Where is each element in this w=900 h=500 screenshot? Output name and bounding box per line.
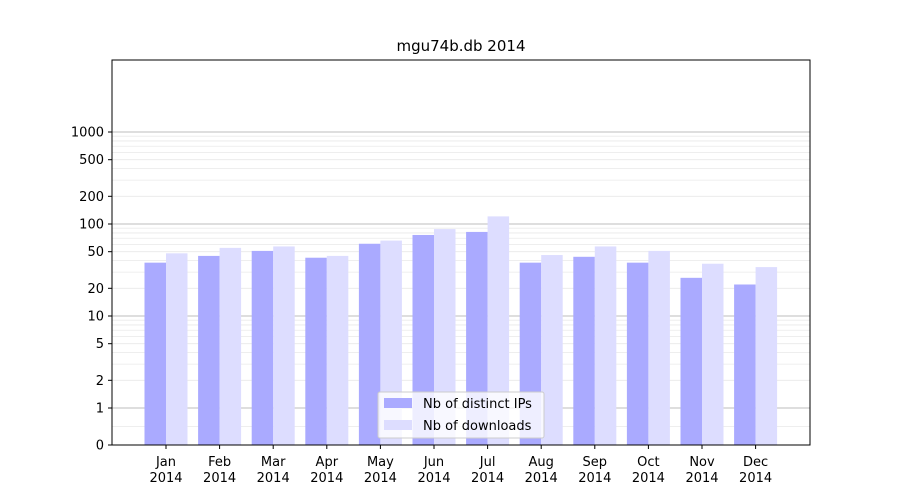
x-tick-label: Aug 2014 [525, 455, 558, 486]
bar-distinct-ips [573, 256, 595, 445]
bar-distinct-ips [305, 257, 327, 445]
x-tick-label: Jan 2014 [149, 455, 182, 486]
bar-distinct-ips [144, 262, 166, 445]
bar-downloads [648, 250, 670, 445]
bar-downloads [273, 246, 295, 445]
y-tick-label: 50 [87, 245, 104, 260]
x-tick-label: Mar 2014 [257, 455, 290, 486]
y-axis: 0 1 2 5 10 20 50 100 200 500 1000 [71, 126, 112, 454]
bar-downloads [434, 229, 456, 445]
bar-downloads [166, 253, 188, 445]
bar-downloads [702, 263, 724, 445]
legend-swatch-downloads [384, 420, 412, 430]
bar-distinct-ips [358, 243, 381, 445]
bar-distinct-ips [198, 255, 220, 445]
y-tick-label: 20 [87, 282, 104, 297]
x-tick-label: Nov 2014 [685, 455, 718, 486]
chart-title: mgu74b.db 2014 [396, 37, 525, 55]
bar-distinct-ips [251, 250, 274, 445]
bar-downloads [594, 246, 617, 445]
legend-swatch-distinct-ips [384, 398, 412, 408]
legend-label-distinct-ips: Nb of distinct IPs [423, 397, 532, 412]
y-tick-label: 500 [79, 153, 104, 168]
x-tick-label: Oct 2014 [632, 455, 665, 486]
y-tick-label: 200 [79, 190, 104, 205]
y-tick-label: 0 [96, 439, 104, 454]
y-tick-label: 10 [87, 310, 104, 325]
x-axis: Jan 2014 Feb 2014 Mar 2014 Apr 2014 May 2014 Jun 20… [149, 445, 772, 486]
bar-downloads [541, 255, 563, 445]
bar-distinct-ips [734, 284, 756, 445]
x-tick-label: Feb 2014 [203, 455, 236, 486]
x-tick-label: Dec 2014 [739, 455, 772, 486]
x-tick-label: Apr 2014 [310, 455, 343, 486]
legend: Nb of distinct IPs Nb of downloads [377, 391, 545, 439]
y-tick-label: 1000 [71, 126, 104, 141]
plot-frame [111, 59, 811, 446]
bar-downloads [219, 247, 242, 445]
x-tick-label: Jul 2014 [471, 455, 504, 486]
bar-distinct-ips [626, 262, 649, 445]
legend-label-downloads: Nb of downloads [423, 419, 532, 434]
legend-box [377, 391, 545, 439]
bar-distinct-ips [680, 277, 702, 445]
y-tick-label: 5 [96, 337, 104, 352]
bars [144, 216, 778, 445]
y-tick-label: 2 [96, 374, 104, 389]
y-tick-label: 1 [96, 402, 104, 417]
x-tick-label: Jun 2014 [417, 455, 450, 486]
bar-downloads [326, 255, 349, 445]
y-tick-label: 100 [79, 218, 104, 233]
x-tick-label: May 2014 [364, 455, 397, 486]
bar-downloads [487, 216, 510, 445]
x-tick-label: Sep 2014 [578, 455, 611, 486]
bar-downloads [755, 267, 778, 445]
